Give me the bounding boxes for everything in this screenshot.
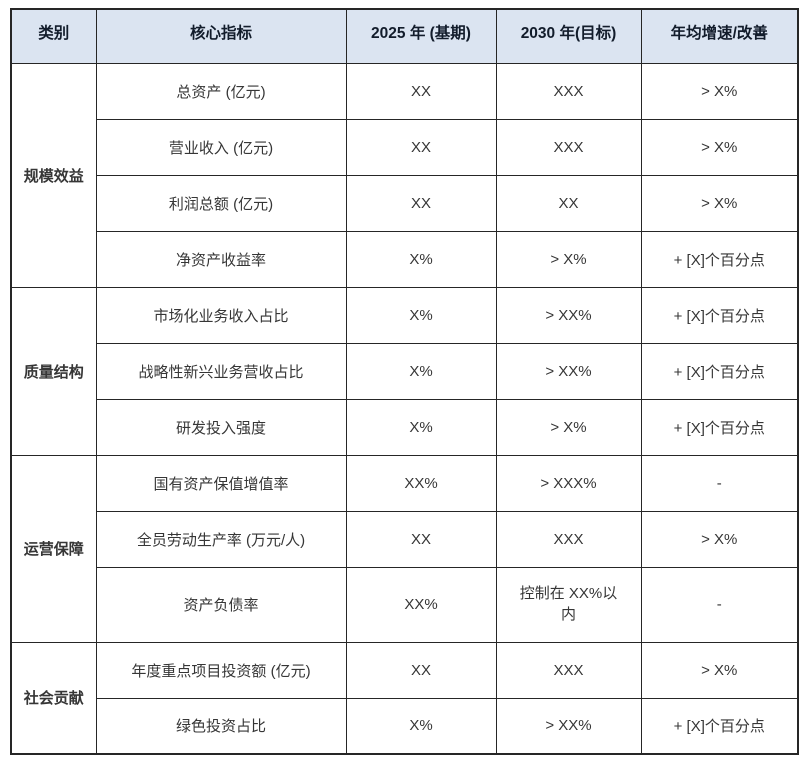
growth-value-cell: > X% <box>640 62 799 120</box>
indicator-cell: 全员劳动生产率 (万元/人) <box>95 510 347 568</box>
table-row: 社会贡献 年度重点项目投资额 (亿元) XX XXX > X% <box>10 641 799 755</box>
indicator-cell: 利润总额 (亿元) <box>95 174 347 232</box>
table-row: 营业收入 (亿元) XX XXX > X% <box>11 118 799 176</box>
indicator-cell: 战略性新兴业务营收占比 <box>95 342 347 400</box>
growth-value-cell: > X% <box>640 510 799 568</box>
indicator-cell: 净资产收益率 <box>95 230 347 288</box>
table-row: 战略性新兴业务营收占比 X% > XX% + [X]个百分点 <box>11 342 799 400</box>
indicator-cell: 营业收入 (亿元) <box>95 118 347 176</box>
growth-value-cell: > X% <box>640 641 799 699</box>
category-cell-quality: 质量结构 <box>10 286 97 456</box>
table-row: 质量结构 市场化业务收入占比 X% > XX% + [X]个百分点 <box>10 286 799 456</box>
header-target-2030: 2030 年(目标) <box>495 8 642 64</box>
indicator-cell: 国有资产保值增值率 <box>95 454 347 512</box>
growth-value-cell: > X% <box>640 118 799 176</box>
base-value-cell: XX <box>345 641 497 699</box>
indicator-cell: 年度重点项目投资额 (亿元) <box>95 641 347 699</box>
table-row: 资产负债率 XX% 控制在 XX%以 内 - <box>11 566 799 643</box>
indicator-cell: 绿色投资占比 <box>95 697 347 755</box>
base-value-cell: XX <box>345 62 497 120</box>
base-value-cell: XX <box>345 118 497 176</box>
target-value-cell: > X% <box>495 230 642 288</box>
header-indicator: 核心指标 <box>95 8 347 64</box>
target-value-cell: XXX <box>495 62 642 120</box>
growth-value-cell: + [X]个百分点 <box>640 342 799 400</box>
category-cell-scale: 规模效益 <box>10 62 97 288</box>
target-value-cell: XXX <box>495 641 642 699</box>
growth-value-cell: + [X]个百分点 <box>640 230 799 288</box>
base-value-cell: X% <box>345 697 497 755</box>
header-base-2025: 2025 年 (基期) <box>345 8 497 64</box>
base-value-cell: X% <box>345 342 497 400</box>
indicator-cell: 市场化业务收入占比 <box>95 286 347 344</box>
growth-value-cell: + [X]个百分点 <box>640 398 799 456</box>
header-row: 类别 核心指标 2025 年 (基期) 2030 年(目标) 年均增速/改善 <box>10 8 799 64</box>
indicator-cell: 资产负债率 <box>95 566 347 643</box>
table-row: 规模效益 总资产 (亿元) XX XXX > X% <box>10 62 799 288</box>
table-row: 绿色投资占比 X% > XX% + [X]个百分点 <box>11 697 799 755</box>
growth-value-cell: - <box>640 566 799 643</box>
target-value-cell: > XX% <box>495 286 642 344</box>
kpi-table: 类别 核心指标 2025 年 (基期) 2030 年(目标) 年均增速/改善 规… <box>10 8 799 755</box>
category-cell-social: 社会贡献 <box>10 641 97 755</box>
base-value-cell: X% <box>345 230 497 288</box>
table-row: 利润总额 (亿元) XX XX > X% <box>11 174 799 232</box>
header-growth: 年均增速/改善 <box>640 8 799 64</box>
base-value-cell: XX% <box>345 454 497 512</box>
indicator-cell: 研发投入强度 <box>95 398 347 456</box>
target-value-cell: > X% <box>495 398 642 456</box>
base-value-cell: X% <box>345 286 497 344</box>
target-value-cell: XXX <box>495 510 642 568</box>
indicator-cell: 总资产 (亿元) <box>95 62 347 120</box>
base-value-cell: XX% <box>345 566 497 643</box>
category-cell-operations: 运营保障 <box>10 454 97 643</box>
base-value-cell: X% <box>345 398 497 456</box>
target-value-cell: > XX% <box>495 342 642 400</box>
target-value-cell: > XXX% <box>495 454 642 512</box>
table-row: 研发投入强度 X% > X% + [X]个百分点 <box>11 398 799 456</box>
table-row: 全员劳动生产率 (万元/人) XX XXX > X% <box>11 510 799 568</box>
base-value-cell: XX <box>345 510 497 568</box>
target-value-cell: XX <box>495 174 642 232</box>
growth-value-cell: > X% <box>640 174 799 232</box>
header-category: 类别 <box>10 8 97 64</box>
target-value-cell: XXX <box>495 118 642 176</box>
growth-value-cell: + [X]个百分点 <box>640 697 799 755</box>
table-row: 净资产收益率 X% > X% + [X]个百分点 <box>11 230 799 288</box>
target-value-cell: 控制在 XX%以 内 <box>495 566 642 643</box>
target-value-cell: > XX% <box>495 697 642 755</box>
base-value-cell: XX <box>345 174 497 232</box>
table-row: 运营保障 国有资产保值增值率 XX% > XXX% - <box>10 454 799 643</box>
growth-value-cell: + [X]个百分点 <box>640 286 799 344</box>
growth-value-cell: - <box>640 454 799 512</box>
